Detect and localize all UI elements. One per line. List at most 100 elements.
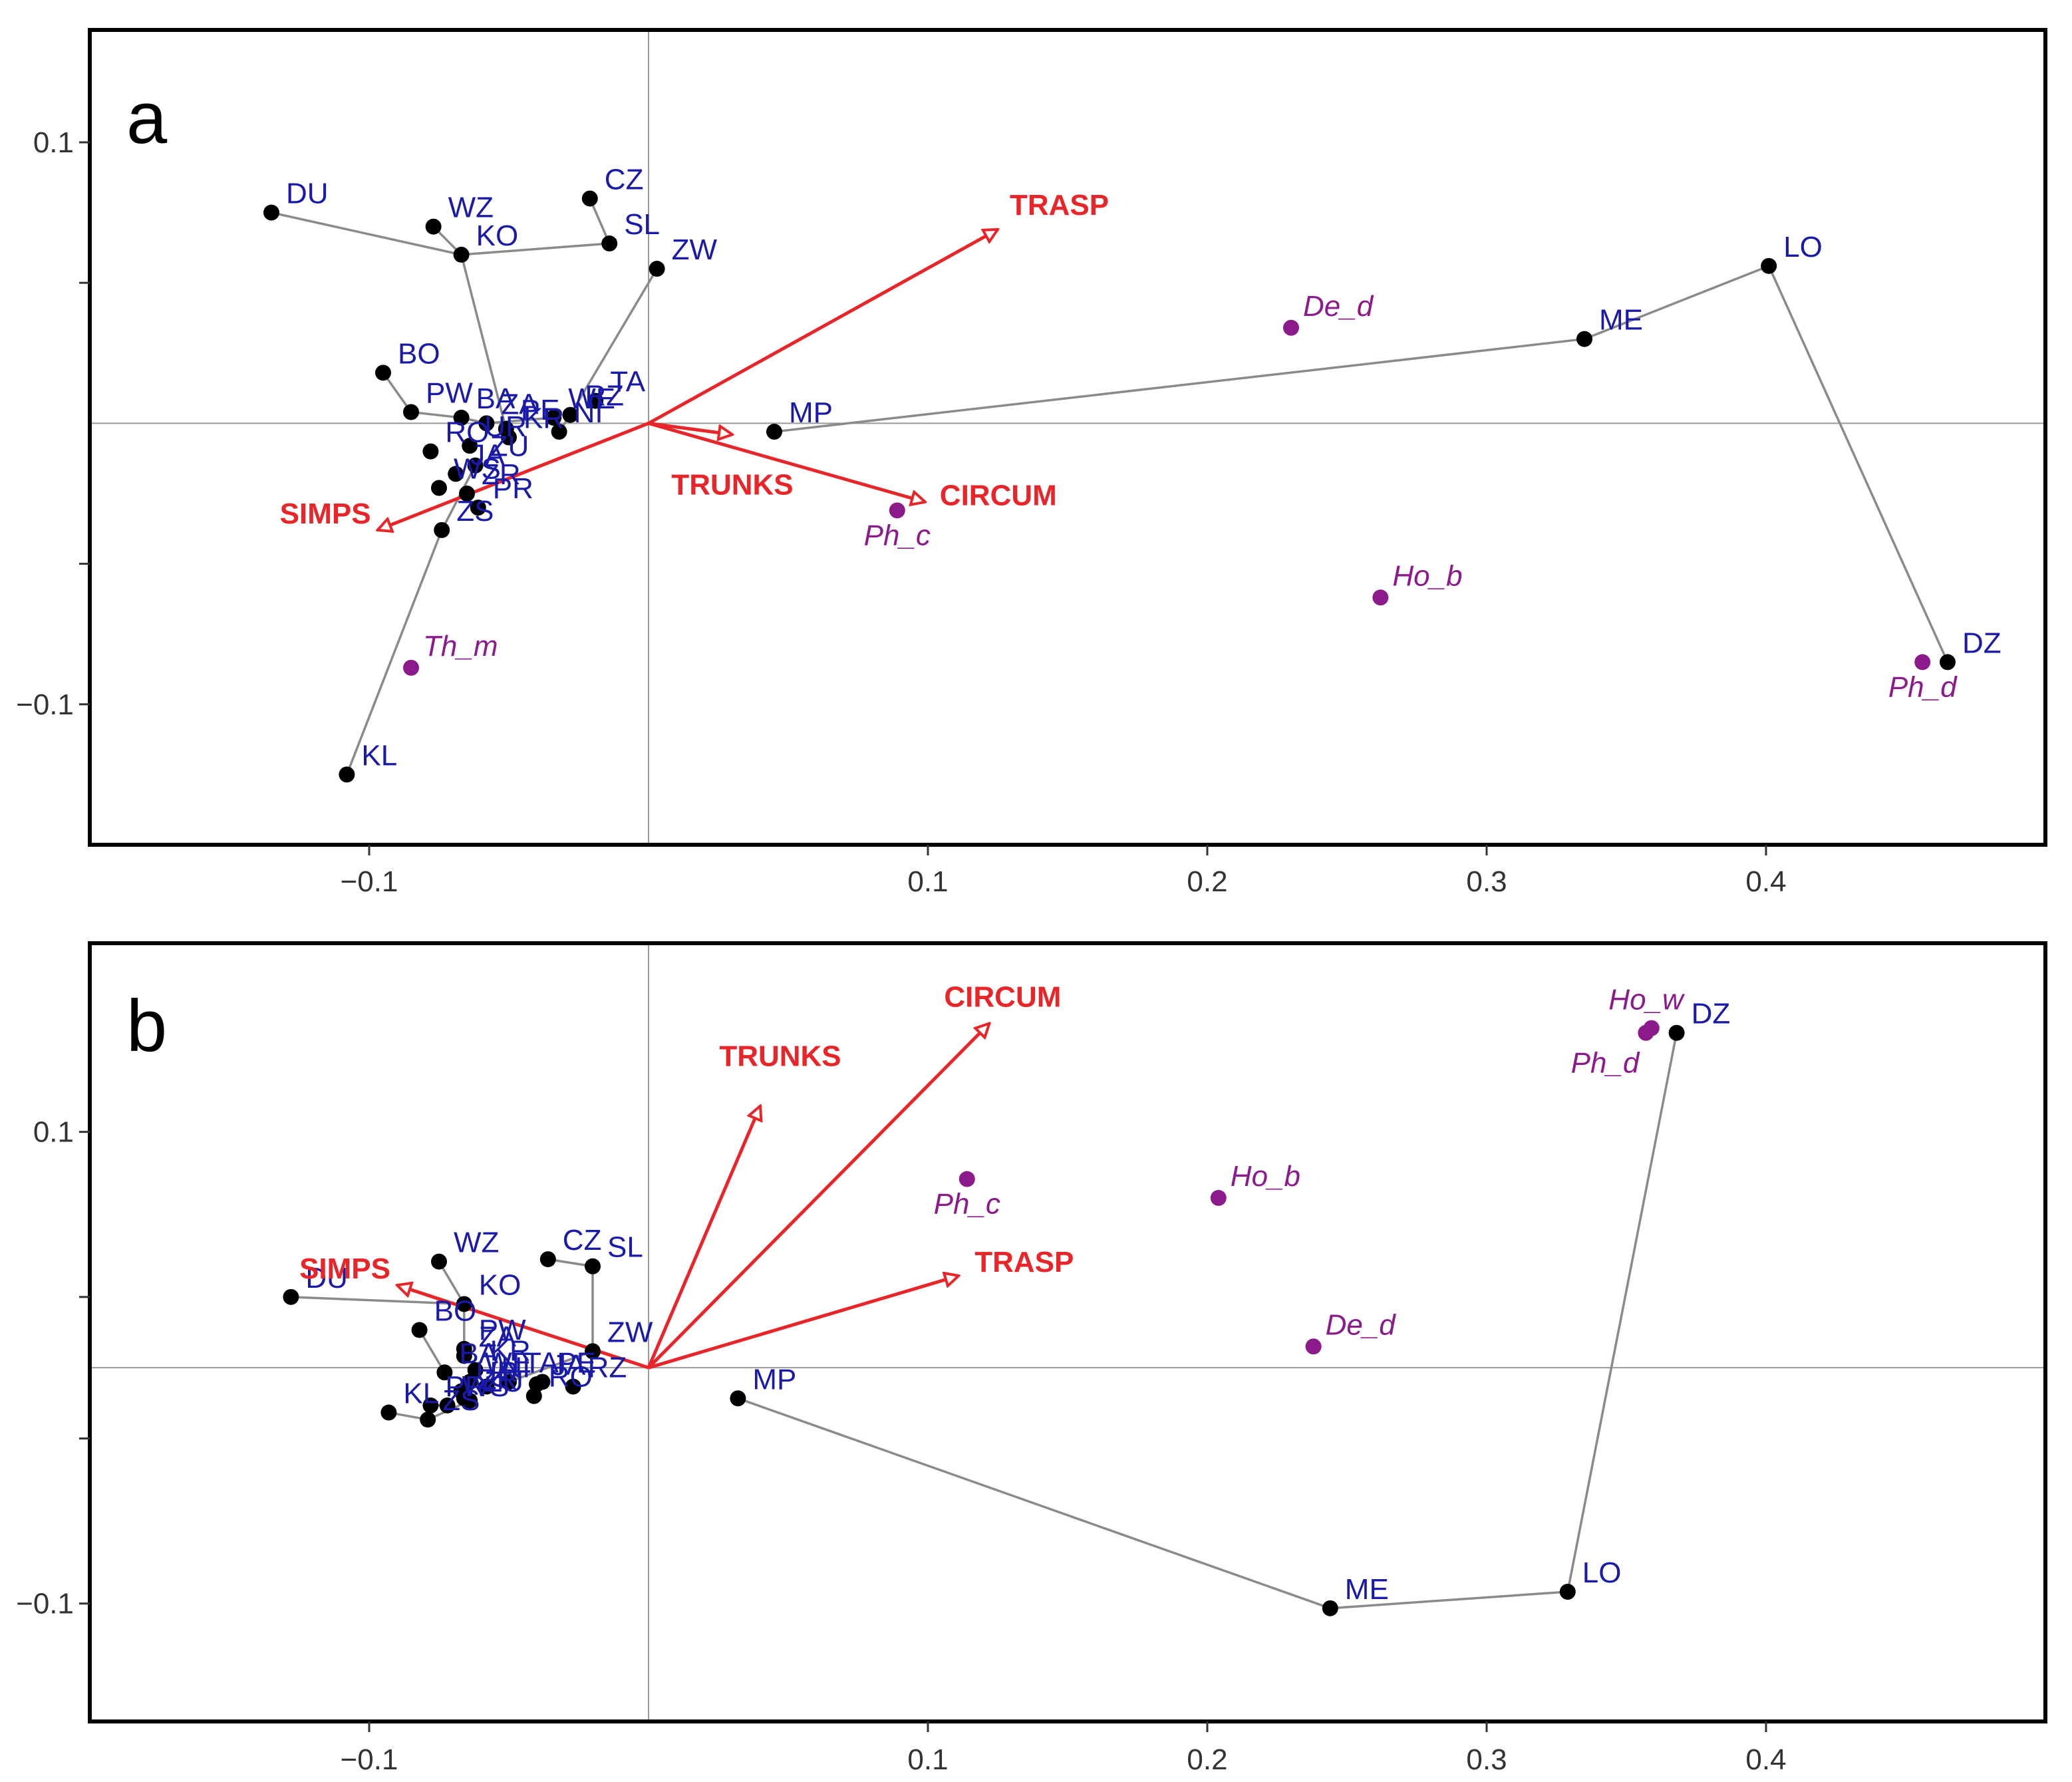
site-point-za: [456, 1348, 472, 1364]
site-point-zw: [649, 261, 665, 277]
site-label-ur: UR: [484, 410, 527, 443]
env-label-trasp: TRASP: [1010, 189, 1109, 222]
spider-line: [1584, 265, 1769, 341]
env-label-simps: SIMPS: [280, 498, 371, 530]
species-label-th_m: Th_m: [423, 630, 498, 663]
site-label-sl: SL: [607, 1231, 643, 1264]
species-label-ph_c: Ph_c: [864, 519, 931, 551]
panel-letter: a: [126, 77, 168, 159]
x-tick-label: −0.1: [341, 1743, 398, 1776]
x-tick-label: 0.2: [1187, 865, 1227, 898]
site-label-wz: WZ: [454, 1227, 499, 1259]
site-label-mp: MP: [789, 396, 833, 429]
site-label-ko: KO: [476, 220, 519, 252]
species-label-ph_c: Ph_c: [934, 1188, 1000, 1221]
species-label-ph_d: Ph_d: [1888, 670, 1958, 703]
site-label-zu: ZU: [490, 430, 529, 463]
site-point-wz: [431, 1253, 447, 1270]
env-vector-simps: [378, 422, 649, 530]
env-vector-trasp: [648, 1276, 959, 1370]
spider-line: [410, 410, 462, 419]
env-label-circum: CIRCUM: [944, 981, 1061, 1014]
site-point-pr: [470, 500, 486, 516]
site-point-we: [545, 409, 562, 426]
site-label-ja: JA: [551, 1349, 586, 1382]
site-point-ta: [587, 392, 604, 409]
species-label-ho_b: Ho_b: [1392, 559, 1462, 592]
species-point-ho_b: [1210, 1189, 1227, 1206]
species-point-ph_d: [1914, 654, 1931, 670]
spider-line: [418, 1329, 446, 1374]
site-label-kl: KL: [403, 1378, 439, 1410]
spider-line: [1566, 1032, 1678, 1592]
site-point-ni: [478, 1378, 495, 1395]
spider-line: [291, 1296, 464, 1306]
site-label-ta: TA: [610, 366, 646, 398]
site-point-cz: [581, 190, 598, 207]
species-point-th_m: [403, 659, 419, 676]
x-tick-label: 0.4: [1745, 865, 1786, 898]
spider-line: [508, 1350, 593, 1384]
site-label-pw: PW: [479, 1314, 526, 1346]
site-label-ws: WS: [454, 453, 501, 486]
site-label-pw: PW: [426, 376, 473, 409]
plot-frame: [88, 941, 2047, 1723]
site-label-cz: CZ: [563, 1224, 602, 1257]
site-point-bo: [411, 1322, 428, 1338]
env-vector-circum: [648, 421, 925, 502]
site-point-kl: [380, 1404, 397, 1421]
site-point-ws: [431, 480, 447, 496]
env-label-simps: SIMPS: [299, 1253, 390, 1285]
site-point-zw: [585, 1343, 601, 1360]
site-point-lo: [1761, 257, 1777, 274]
site-label-kr: KR: [490, 1335, 531, 1368]
site-point-zr: [456, 1390, 472, 1407]
env-label-trasp: TRASP: [974, 1246, 1074, 1278]
species-label-de_d: De_d: [1326, 1308, 1397, 1341]
species-point-de_d: [1283, 319, 1299, 336]
site-point-wz: [425, 218, 442, 235]
site-label-ko: KO: [479, 1268, 521, 1301]
site-label-bo: BO: [398, 337, 440, 370]
site-label-zu: ZU: [484, 1366, 523, 1398]
x-tick-label: 0.4: [1745, 1743, 1786, 1776]
spider-line: [345, 529, 443, 776]
site-label-mp: MP: [752, 1363, 796, 1396]
env-label-circum: CIRCUM: [940, 480, 1057, 512]
spider-line: [589, 198, 611, 244]
species-label-ho_w: Ho_w: [1608, 984, 1686, 1016]
x-tick-label: 0.1: [907, 865, 948, 898]
site-point-ba: [453, 409, 470, 426]
species-label-ph_d: Ph_d: [1571, 1047, 1640, 1080]
site-label-ni: NI: [501, 1352, 530, 1384]
site-label-bo: BO: [434, 1294, 477, 1327]
site-label-ja: JA: [470, 438, 505, 471]
site-label-du: DU: [286, 178, 329, 210]
panel-letter: b: [126, 985, 167, 1067]
spider-line: [486, 416, 554, 425]
site-point-ta: [501, 1374, 517, 1390]
spider-line: [461, 242, 610, 256]
env-label-trunks: TRUNKS: [719, 1040, 841, 1073]
site-label-ta: TA: [523, 1346, 559, 1379]
site-point-ur: [462, 438, 478, 454]
site-label-ro: RO: [445, 416, 489, 449]
site-label-ni: NI: [574, 396, 603, 429]
species-point-ph_c: [959, 1171, 975, 1187]
y-tick-label: 0.1: [33, 126, 74, 159]
species-point-ph_c: [889, 502, 905, 519]
site-label-zr: ZR: [482, 458, 521, 491]
site-label-we: WE: [484, 1346, 531, 1379]
site-label-kr: KR: [523, 402, 564, 435]
site-label-pr: PR: [493, 472, 533, 505]
site-label-rz: RZ: [588, 1352, 627, 1384]
site-label-we: WE: [568, 382, 615, 415]
site-label-wz: WZ: [448, 192, 494, 224]
site-point-mp: [730, 1390, 746, 1407]
site-label-lo: LO: [1582, 1557, 1622, 1589]
site-point-kr: [501, 429, 517, 446]
site-label-zs: ZS: [442, 1384, 480, 1417]
site-label-me: ME: [1345, 1573, 1389, 1606]
